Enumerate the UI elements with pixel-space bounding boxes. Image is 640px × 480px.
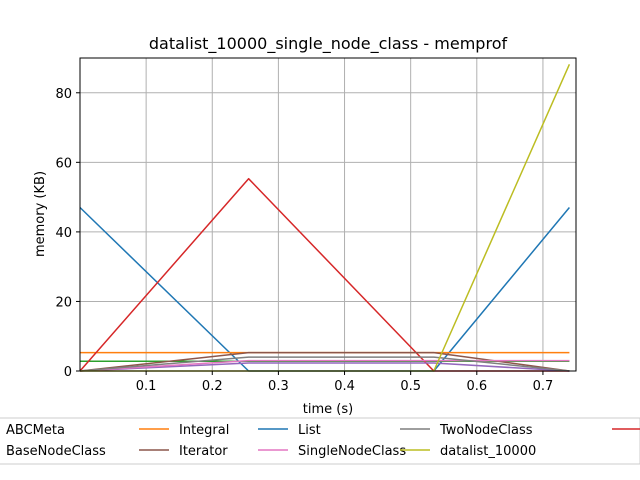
x-tick-label: 0.1 bbox=[136, 379, 157, 394]
y-tick-label: 60 bbox=[55, 156, 72, 171]
y-tick-label: 40 bbox=[55, 226, 72, 241]
legend-entry-label: datalist_10000 bbox=[440, 444, 536, 459]
legend: ABCMeta Integral List TwoNodeClass BaseNodeC… bbox=[0, 417, 640, 465]
series-line-6 bbox=[79, 359, 570, 372]
series-line-4 bbox=[79, 362, 570, 372]
y-tick-label: 0 bbox=[64, 365, 72, 380]
legend-entry-label: Integral bbox=[179, 423, 229, 438]
legend-entry-label: ABCMeta bbox=[6, 423, 65, 438]
series-line-5 bbox=[79, 351, 570, 372]
chart-title: datalist_10000_single_node_class - mempr… bbox=[149, 34, 508, 54]
legend-entry-label: List bbox=[298, 423, 321, 438]
legend-entry-label: BaseNodeClass bbox=[6, 444, 106, 459]
series-line-7 bbox=[79, 356, 570, 372]
x-tick-label: 0.6 bbox=[466, 379, 487, 394]
y-tick-label: 80 bbox=[55, 87, 72, 102]
legend-box bbox=[0, 417, 640, 465]
x-tick-label: 0.5 bbox=[400, 379, 421, 394]
legend-entry-label: Iterator bbox=[179, 444, 228, 459]
x-tick-label: 0.7 bbox=[533, 379, 554, 394]
y-axis-label: memory (KB) bbox=[33, 171, 48, 257]
legend-entry-label: TwoNodeClass bbox=[439, 423, 533, 438]
x-axis-label: time (s) bbox=[303, 402, 353, 417]
x-tick-label: 0.3 bbox=[268, 379, 289, 394]
x-tick-label: 0.4 bbox=[334, 379, 355, 394]
legend-entry-label: SingleNodeClass bbox=[298, 444, 406, 459]
plot-frame bbox=[79, 57, 577, 372]
axis-ticks: 0.1 0.2 0.3 0.4 0.5 0.6 0.7 0 20 40 60 80 bbox=[55, 87, 553, 394]
y-tick-label: 20 bbox=[55, 295, 72, 310]
x-tick-label: 0.2 bbox=[202, 379, 223, 394]
